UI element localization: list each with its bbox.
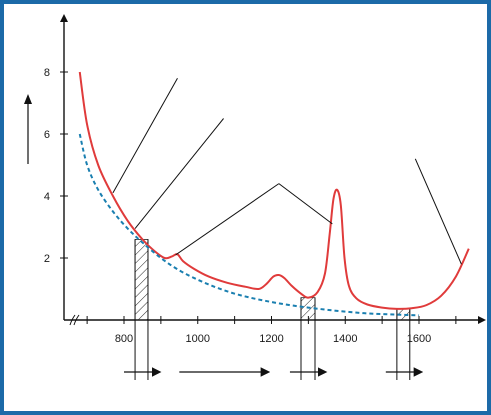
tick-marks: 2 4 6 8 800 1000 1200 1400 1600 xyxy=(44,67,457,345)
leader-line xyxy=(112,77,178,194)
y-tick-label: 6 xyxy=(44,129,50,141)
chart-svg: 2 4 6 8 800 1000 1200 1400 1600 xyxy=(24,14,486,380)
x-tick-label: 1000 xyxy=(186,333,210,345)
hatched-windows xyxy=(134,238,411,380)
leader-line xyxy=(134,118,224,229)
hatched-window xyxy=(134,238,149,321)
y-tick-label: 2 xyxy=(44,253,50,265)
leader-line xyxy=(175,183,280,256)
x-tick-label: 1200 xyxy=(259,333,283,345)
chart-frame: 2 4 6 8 800 1000 1200 1400 1600 xyxy=(4,4,487,411)
x-tick-label: 1600 xyxy=(407,333,431,345)
x-axis-arrowhead xyxy=(478,316,486,324)
y-tick-label: 4 xyxy=(44,191,50,203)
leader-lines xyxy=(112,77,462,265)
y-tick-label: 8 xyxy=(44,67,50,79)
x-axis-break-mark xyxy=(73,314,80,326)
y-quantity-arrowhead xyxy=(24,94,32,104)
series-line-dashed xyxy=(78,133,420,317)
y-axis-arrowhead xyxy=(60,14,68,22)
leader-line xyxy=(278,183,333,225)
x-axis-break-mark xyxy=(69,314,76,326)
leader-line xyxy=(414,158,462,265)
x-tick-label: 800 xyxy=(115,333,133,345)
series-line-solid xyxy=(78,71,470,310)
x-tick-label: 1400 xyxy=(333,333,357,345)
axes xyxy=(24,14,486,326)
series-lines xyxy=(78,71,470,317)
